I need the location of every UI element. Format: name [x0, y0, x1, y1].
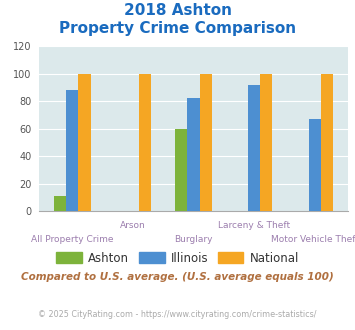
- Bar: [248, 85, 260, 211]
- Text: Motor Vehicle Theft: Motor Vehicle Theft: [271, 235, 355, 244]
- Bar: [200, 74, 212, 211]
- Bar: [321, 74, 333, 211]
- Bar: [78, 74, 91, 211]
- Text: 2018 Ashton: 2018 Ashton: [124, 3, 231, 18]
- Bar: [260, 74, 272, 211]
- Text: Larceny & Theft: Larceny & Theft: [218, 221, 290, 230]
- Text: All Property Crime: All Property Crime: [31, 235, 114, 244]
- Bar: [54, 196, 66, 211]
- Bar: [187, 98, 200, 211]
- Text: Compared to U.S. average. (U.S. average equals 100): Compared to U.S. average. (U.S. average …: [21, 272, 334, 282]
- Legend: Ashton, Illinois, National: Ashton, Illinois, National: [51, 247, 304, 269]
- Bar: [139, 74, 151, 211]
- Bar: [66, 90, 78, 211]
- Text: Property Crime Comparison: Property Crime Comparison: [59, 21, 296, 36]
- Text: Arson: Arson: [120, 221, 146, 230]
- Bar: [308, 119, 321, 211]
- Text: © 2025 CityRating.com - https://www.cityrating.com/crime-statistics/: © 2025 CityRating.com - https://www.city…: [38, 310, 317, 319]
- Text: Burglary: Burglary: [174, 235, 213, 244]
- Bar: [175, 129, 187, 211]
